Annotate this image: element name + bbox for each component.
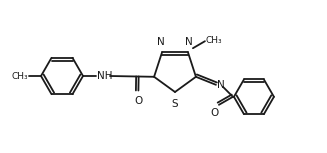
Text: N: N [185, 37, 193, 47]
Text: N: N [157, 37, 165, 47]
Text: O: O [134, 95, 143, 106]
Text: CH₃: CH₃ [11, 71, 28, 80]
Text: CH₃: CH₃ [206, 36, 223, 45]
Text: S: S [172, 99, 178, 109]
Text: NH: NH [97, 71, 112, 81]
Text: O: O [211, 108, 219, 118]
Text: N: N [217, 80, 225, 90]
